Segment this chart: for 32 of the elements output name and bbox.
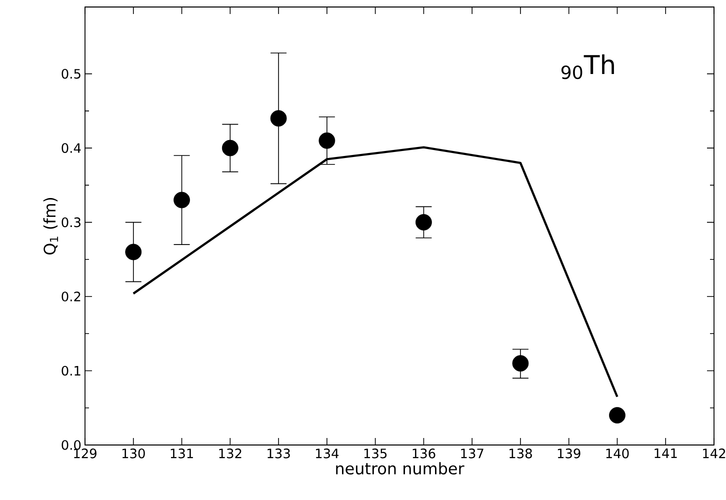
x-tick-label: 133 xyxy=(268,448,290,458)
x-tick-label: 131 xyxy=(170,448,193,458)
point xyxy=(174,192,190,208)
line-series xyxy=(132,146,618,398)
y-axis-title: Q$_{1}$ (fm) xyxy=(43,198,58,255)
y-tick-label: 0.1 xyxy=(62,366,80,376)
point xyxy=(222,140,238,156)
x-tick-label: 138 xyxy=(510,448,532,458)
y-tick-label: 0.3 xyxy=(62,217,80,228)
point xyxy=(318,132,336,149)
point xyxy=(270,110,287,127)
x-tick-label: 132 xyxy=(219,448,242,458)
y-tick-label: 0.5 xyxy=(62,68,80,79)
x-tick-label: 140 xyxy=(606,448,629,458)
y-tick-label: 0.0 xyxy=(62,440,81,450)
point xyxy=(125,244,142,260)
point xyxy=(415,214,432,230)
x-tick-label: 141 xyxy=(654,448,677,458)
point xyxy=(609,407,626,424)
x-tick-label: 137 xyxy=(461,448,484,458)
y-tick-label: 0.4 xyxy=(62,143,81,153)
x-tick-label: 136 xyxy=(412,448,436,458)
x-axis-title: neutron number xyxy=(336,462,464,474)
x-tick-label: 135 xyxy=(364,448,387,458)
x-tick-label: 139 xyxy=(558,448,580,458)
x-tick-label: 129 xyxy=(74,448,96,458)
x-tick-label: 142 xyxy=(703,448,726,458)
annotation: $_{90}$Th xyxy=(561,54,614,80)
point xyxy=(512,355,529,372)
x-tick-label: 134 xyxy=(316,448,339,458)
y-tick-label: 0.2 xyxy=(62,292,80,302)
x-tick-label: 130 xyxy=(122,448,145,458)
